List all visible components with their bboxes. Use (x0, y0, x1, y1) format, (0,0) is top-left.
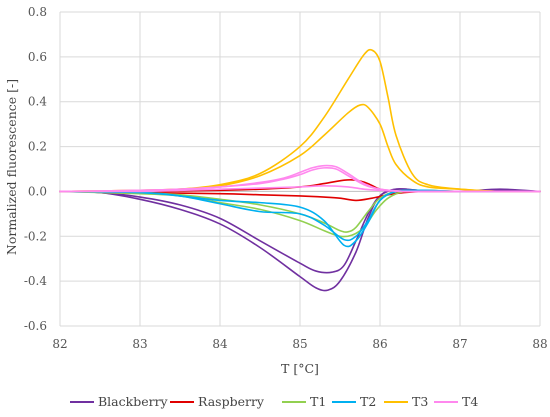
legend-item-t3: T3 (384, 394, 428, 409)
legend-label: T2 (360, 394, 376, 409)
legend-label: Raspberry (198, 394, 265, 409)
x-tick-label: 84 (212, 337, 228, 351)
y-tick-label: 0.6 (28, 50, 47, 64)
legend-label: T1 (310, 394, 326, 409)
y-tick-label: -0.6 (24, 319, 47, 333)
legend-label: T4 (462, 394, 478, 409)
legend-item-t2: T2 (332, 394, 376, 409)
series-line-t4-3 (59, 185, 541, 193)
y-tick-label: -0.2 (24, 229, 47, 243)
x-tick-label: 87 (452, 337, 467, 351)
legend-item-t1: T1 (282, 394, 326, 409)
y-axis-title: Normalized fluorescence [-] (4, 79, 19, 255)
series-line-t3-1 (59, 48, 541, 193)
y-tick-label: 0.8 (28, 5, 47, 19)
x-tick-label: 83 (132, 337, 147, 351)
legend-label: T3 (412, 394, 428, 409)
legend: Blackberry Raspberry T1 T2 T3 T4 (70, 394, 478, 409)
x-tick-label: 82 (52, 337, 67, 351)
y-tick-label: 0.2 (28, 140, 47, 154)
series-line-t2-2 (59, 189, 541, 248)
legend-item-raspberry: Raspberry (170, 394, 265, 409)
gridlines (59, 11, 541, 327)
y-tick-label: -0.4 (24, 274, 48, 288)
y-tick-label: 0.0 (28, 184, 47, 198)
series-t4 (59, 164, 541, 193)
series-lines (59, 48, 541, 292)
x-tick-label: 86 (372, 337, 387, 351)
y-tick-labels: -0.6 -0.4 -0.2 0.0 0.2 0.4 0.6 0.8 (24, 5, 48, 333)
series-t2 (59, 189, 541, 248)
x-tick-label: 85 (292, 337, 307, 351)
y-tick-label: 0.4 (28, 95, 47, 109)
x-axis-title: T [°C] (281, 361, 319, 376)
x-tick-labels: 82 83 84 85 86 87 88 (52, 337, 547, 351)
legend-item-t4: T4 (434, 394, 478, 409)
legend-item-blackberry: Blackberry (70, 394, 169, 409)
x-tick-label: 88 (532, 337, 547, 351)
legend-label: Blackberry (98, 394, 169, 409)
